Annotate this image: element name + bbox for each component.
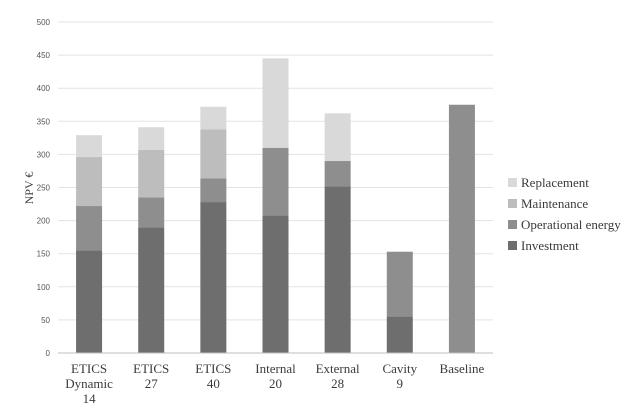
x-category-label: Internal 20 [255,361,296,391]
x-category-label-line: External [316,361,360,376]
x-category-label: ETICS 40 [195,361,231,391]
y-tick-label: 250 [37,184,51,193]
bar-segment-investment [263,215,289,353]
y-tick-label: 100 [37,283,51,292]
bar-segment-investment [138,227,164,353]
x-category-label-line: ETICS [195,361,231,376]
x-category-label-line: Baseline [440,361,485,376]
bar-segment-replacement [76,135,102,157]
bar-segment-investment [76,250,102,353]
x-category-label: Cavity 9 [382,361,417,391]
y-axis-title: NPV € [22,172,36,205]
x-category-label-line: 40 [207,376,220,391]
bar-segment-investment [325,186,351,353]
x-category-label-line: 20 [269,376,282,391]
bar-segment-operational-energy [325,161,351,186]
legend-label: Operational energy [521,217,621,232]
x-category-label-line: ETICS [71,361,107,376]
bar-segment-replacement [325,113,351,161]
x-category-label-line: 27 [145,376,159,391]
bar-segment-operational-energy [263,148,289,216]
bar-segment-operational-energy [387,252,413,317]
x-category-label-line: 28 [331,376,344,391]
bar-segment-investment [200,202,226,353]
y-tick-label: 200 [37,217,51,226]
legend-label: Investment [521,238,579,253]
bar-segment-maintenance [200,129,226,178]
legend-swatch [508,199,517,208]
bars [76,58,475,353]
legend-swatch [508,241,517,250]
x-category-label: ETICS Dynamic 14 [65,361,113,406]
x-category-label-line: ETICS [133,361,169,376]
bar-segment-operational-energy [200,178,226,202]
y-tick-label: 350 [37,117,51,126]
y-tick-label: 50 [41,316,50,325]
legend: Replacement Maintenance Operational energy… [508,175,621,253]
bar-segment-investment [387,317,413,353]
y-tick-label: 0 [46,349,51,358]
y-tick-label: 300 [37,150,51,159]
y-tick-label: 450 [37,51,51,60]
x-category-label-line: 9 [397,376,404,391]
bar-segment-operational-energy [449,105,475,353]
x-category-label: Baseline [440,361,485,376]
y-tick-label: 400 [37,84,51,93]
x-category-label: External 28 [316,361,360,391]
legend-label: Maintenance [521,196,588,211]
y-tick-label: 150 [37,250,51,259]
legend-label: Replacement [521,175,589,190]
y-tick-label: 500 [37,18,51,27]
legend-swatch [508,178,517,187]
y-axis-ticks: 0 50 100 150 200 250 300 350 400 450 500 [37,18,51,358]
x-category-label-line: Internal [255,361,296,376]
x-category-label: ETICS 27 [133,361,169,391]
bar-segment-maintenance [76,157,102,206]
bar-segment-operational-energy [138,197,164,227]
x-category-label-line: 14 [83,391,97,406]
bar-segment-maintenance [138,150,164,198]
x-category-label-line: Cavity [382,361,417,376]
x-category-label-line: Dynamic [65,376,113,391]
bar-segment-replacement [263,58,289,147]
bar-segment-operational-energy [76,206,102,250]
bar-segment-replacement [138,127,164,150]
legend-swatch [508,220,517,229]
bar-segment-replacement [200,107,226,130]
